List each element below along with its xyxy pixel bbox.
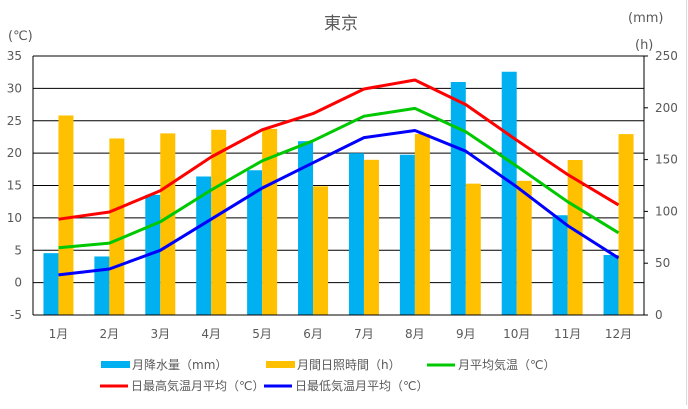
right-y-tick-labels: 250 200 150 100 50 0 xyxy=(655,49,678,322)
right-y-tick-label: 50 xyxy=(655,256,670,270)
bar-precipitation xyxy=(348,153,364,315)
bar-sunshine xyxy=(58,115,74,315)
bar-sunshine xyxy=(313,186,329,315)
x-tick-label: 2月 xyxy=(100,327,120,341)
chart-title: 東京 xyxy=(324,14,358,34)
bar-precipitation xyxy=(552,215,568,315)
x-tick-label: 10月 xyxy=(503,327,530,341)
left-y-tick-label: 25 xyxy=(7,114,22,128)
left-y-tick-label: 15 xyxy=(7,179,22,193)
bar-sunshine xyxy=(567,160,583,315)
right-axis-unit-h: (h) xyxy=(635,38,653,53)
bar-precipitation xyxy=(501,71,517,316)
x-tick-label: 5月 xyxy=(252,327,272,341)
legend-label: 日最低気温月平均（℃） xyxy=(295,378,428,393)
left-y-tick-label: 0 xyxy=(14,276,22,290)
right-y-tick-label: 150 xyxy=(655,153,678,167)
bar-precipitation xyxy=(196,176,212,315)
left-axis-unit: (℃) xyxy=(8,29,33,44)
left-y-tick-label: 35 xyxy=(7,49,22,63)
legend-swatch xyxy=(266,361,295,368)
bar-sunshine xyxy=(211,129,227,315)
x-tick-label: 7月 xyxy=(354,327,374,341)
bar-precipitation xyxy=(450,82,466,315)
x-tick-label: 4月 xyxy=(201,327,221,341)
x-tick-label: 1月 xyxy=(49,327,69,341)
legend-swatch xyxy=(101,361,130,368)
axes xyxy=(32,55,648,316)
bar-precipitation xyxy=(247,170,263,315)
x-tick-label: 8月 xyxy=(405,327,425,341)
bar-sunshine xyxy=(160,133,176,315)
right-axis-unit-mm: (mm) xyxy=(628,11,663,26)
left-y-tick-label: 5 xyxy=(14,243,22,257)
bar-sunshine xyxy=(414,134,430,315)
x-tick-label: 6月 xyxy=(303,327,323,341)
left-y-tick-label: 30 xyxy=(7,81,22,95)
bar-sunshine xyxy=(363,159,379,315)
gridlines xyxy=(33,55,644,316)
x-tick-label: 12月 xyxy=(605,327,632,341)
right-y-tick-label: 200 xyxy=(655,101,678,115)
left-y-tick-label: 10 xyxy=(7,211,22,225)
right-y-tick-label: 250 xyxy=(655,49,678,63)
bar-sunshine xyxy=(262,128,278,315)
bar-precipitation xyxy=(399,154,415,315)
bars xyxy=(43,71,634,316)
bar-precipitation xyxy=(603,255,619,315)
bar-precipitation xyxy=(94,256,110,315)
bar-sunshine xyxy=(516,180,532,315)
right-y-tick-label: 100 xyxy=(655,204,678,218)
left-y-tick-label: 20 xyxy=(7,146,22,160)
x-tick-label: 11月 xyxy=(554,327,581,341)
bar-sunshine xyxy=(465,183,481,315)
bar-precipitation xyxy=(298,141,314,315)
x-tick-label: 9月 xyxy=(456,327,476,341)
legend-label: 月間日照時間（h） xyxy=(297,358,401,372)
line-mean-temp xyxy=(58,106,620,250)
x-tick-label: 3月 xyxy=(150,327,170,341)
bar-sunshine xyxy=(109,138,125,315)
left-y-tick-label: -5 xyxy=(10,308,22,322)
line-max-temp xyxy=(58,78,620,221)
x-tick-labels: 1月 2月 3月 4月 5月 6月 7月 8月 9月 10月 11月 12月 xyxy=(49,327,633,341)
lines xyxy=(58,78,620,277)
legend-label: 月降水量（mm） xyxy=(132,358,227,372)
line-min-temp xyxy=(58,129,620,277)
bar-precipitation xyxy=(43,253,59,315)
bar-sunshine xyxy=(618,134,634,315)
left-y-tick-labels: 35 30 25 20 15 10 5 0 -5 xyxy=(7,49,22,322)
right-y-tick-label: 0 xyxy=(655,308,663,322)
legend-label: 月平均気温（℃） xyxy=(458,357,555,372)
legend: 月降水量（mm） 月間日照時間（h） 月平均気温（℃） 日最高気温月平均（℃） 日最低気… xyxy=(100,357,555,393)
legend-label: 日最高気温月平均（℃） xyxy=(131,378,264,393)
